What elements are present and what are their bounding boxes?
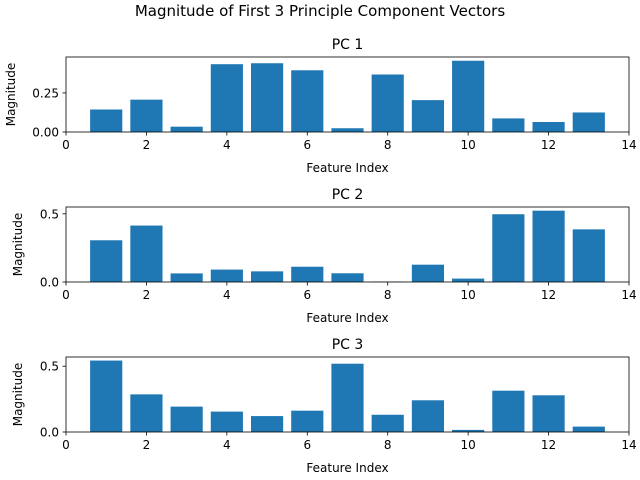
pc1-xlabel: Feature Index — [306, 161, 388, 175]
pc2-xtick-label-14: 14 — [621, 288, 636, 302]
pc2-xtick-label-6: 6 — [303, 288, 311, 302]
pc2-xlabel: Feature Index — [306, 311, 388, 325]
pc3-xtick-label-6: 6 — [303, 438, 311, 452]
pc3-xtick-label-0: 0 — [62, 438, 70, 452]
pc2-bar-feature-10 — [452, 278, 485, 282]
pc1-xtick-label-12: 12 — [541, 138, 556, 152]
pc2-xtick-label-8: 8 — [384, 288, 392, 302]
pc2-bars — [90, 210, 605, 282]
pc3-xtick-label-2: 2 — [143, 438, 151, 452]
pc1-bar-feature-8 — [371, 74, 404, 132]
pc3-xlabel: Feature Index — [306, 461, 388, 475]
pc3-bar-feature-3 — [170, 406, 203, 432]
pc2-xtick-label-10: 10 — [461, 288, 476, 302]
pc1-bar-feature-10 — [452, 60, 485, 132]
pc1-xtick-label-2: 2 — [143, 138, 151, 152]
pc2-bar-feature-12 — [532, 210, 565, 282]
pc3-ytick-label-1: 0.5 — [40, 360, 59, 374]
pc3-bar-feature-10 — [452, 429, 485, 432]
pc3-xtick-label-4: 4 — [223, 438, 231, 452]
pc2-bar-feature-13 — [572, 229, 605, 282]
pc3-bar-feature-5 — [250, 416, 284, 432]
pc2-subplot: 0 2 4 6 8 10 12 14 0.0 0.5 PC 2 Feature Index Magnit… — [11, 187, 637, 325]
pc1-bar-feature-6 — [291, 70, 324, 132]
pc2-axes-frame — [65, 206, 630, 283]
pc2-bar-feature-6 — [291, 266, 324, 282]
pc1-bars — [90, 60, 605, 133]
pc1-ytick-label-0: 0.00 — [32, 126, 59, 140]
pc1-bar-feature-1 — [90, 109, 123, 132]
pc2-xtick-label-2: 2 — [143, 288, 151, 302]
pc1-bar-feature-13 — [572, 112, 605, 132]
pc2-bar-feature-4 — [210, 269, 243, 282]
pc3-bar-feature-2 — [130, 394, 163, 432]
pc2-ytick-label-0: 0.0 — [40, 276, 59, 290]
pc1-title: PC 1 — [332, 37, 364, 53]
pc2-bar-feature-3 — [170, 273, 203, 282]
pc1-xtick-label-10: 10 — [461, 138, 476, 152]
pc3-ytick-label-0: 0.0 — [40, 426, 59, 440]
pc1-ylabel: Magnitude — [4, 63, 18, 127]
pc2-xtick-label-12: 12 — [541, 288, 556, 302]
pc2-title: PC 2 — [332, 187, 364, 203]
pc3-axes-frame — [65, 356, 630, 433]
pc2-ylabel: Magnitude — [11, 213, 25, 277]
pc1-bar-feature-2 — [130, 99, 163, 132]
pc1-xtick-label-0: 0 — [62, 138, 70, 152]
pc3-bar-feature-4 — [210, 411, 243, 432]
pc1-xtick-label-8: 8 — [384, 138, 392, 152]
pc1-ytick-label-1: 0.25 — [32, 86, 59, 100]
pc3-bar-feature-1 — [90, 360, 123, 432]
pc1-subplot: 0 2 4 6 8 10 12 14 0.00 0.25 PC 1 Feature Index Magn… — [4, 37, 637, 175]
pc1-xtick-label-4: 4 — [223, 138, 231, 152]
pc2-bar-feature-11 — [492, 214, 525, 282]
pc2-bar-feature-7 — [331, 273, 364, 282]
pc2-ytick-label-1: 0.5 — [40, 207, 59, 221]
pc2-bar-feature-5 — [250, 271, 284, 282]
pc1-bar-feature-9 — [411, 100, 445, 133]
pc3-bar-feature-8 — [371, 414, 404, 432]
pc3-bar-feature-11 — [492, 390, 525, 432]
pc2-xtick-label-4: 4 — [223, 288, 231, 302]
pc3-xtick-label-14: 14 — [621, 438, 636, 452]
pc1-axes-frame — [65, 56, 630, 133]
pc1-bar-feature-11 — [492, 118, 525, 132]
pc3-bar-feature-12 — [532, 395, 565, 432]
pc3-bar-feature-13 — [572, 426, 605, 432]
pc3-bar-feature-9 — [411, 400, 445, 432]
pc2-xtick-label-0: 0 — [62, 288, 70, 302]
pc3-title: PC 3 — [332, 337, 364, 353]
pc3-xtick-label-12: 12 — [541, 438, 556, 452]
pc3-subplot: 0 2 4 6 8 10 12 14 0.0 0.5 PC 3 Feature Index Magnit… — [11, 337, 637, 475]
pc2-bar-feature-1 — [90, 240, 123, 282]
pc3-bars — [90, 360, 605, 432]
pc1-xtick-label-6: 6 — [303, 138, 311, 152]
pc1-bar-feature-7 — [331, 128, 364, 132]
pc2-bar-feature-9 — [411, 264, 445, 282]
figure-title: Magnitude of First 3 Principle Component… — [135, 2, 505, 20]
pc3-ylabel: Magnitude — [11, 363, 25, 427]
pc1-bar-feature-12 — [532, 122, 565, 132]
pc1-bar-feature-5 — [250, 63, 284, 132]
pc2-bar-feature-2 — [130, 225, 163, 282]
pc3-bar-feature-6 — [291, 410, 324, 432]
pc3-xtick-label-10: 10 — [461, 438, 476, 452]
pc1-bar-feature-3 — [170, 126, 203, 132]
pc1-bar-feature-4 — [210, 64, 243, 132]
pc3-bar-feature-7 — [331, 363, 364, 432]
pc3-xtick-label-8: 8 — [384, 438, 392, 452]
pc1-xtick-label-14: 14 — [621, 138, 636, 152]
